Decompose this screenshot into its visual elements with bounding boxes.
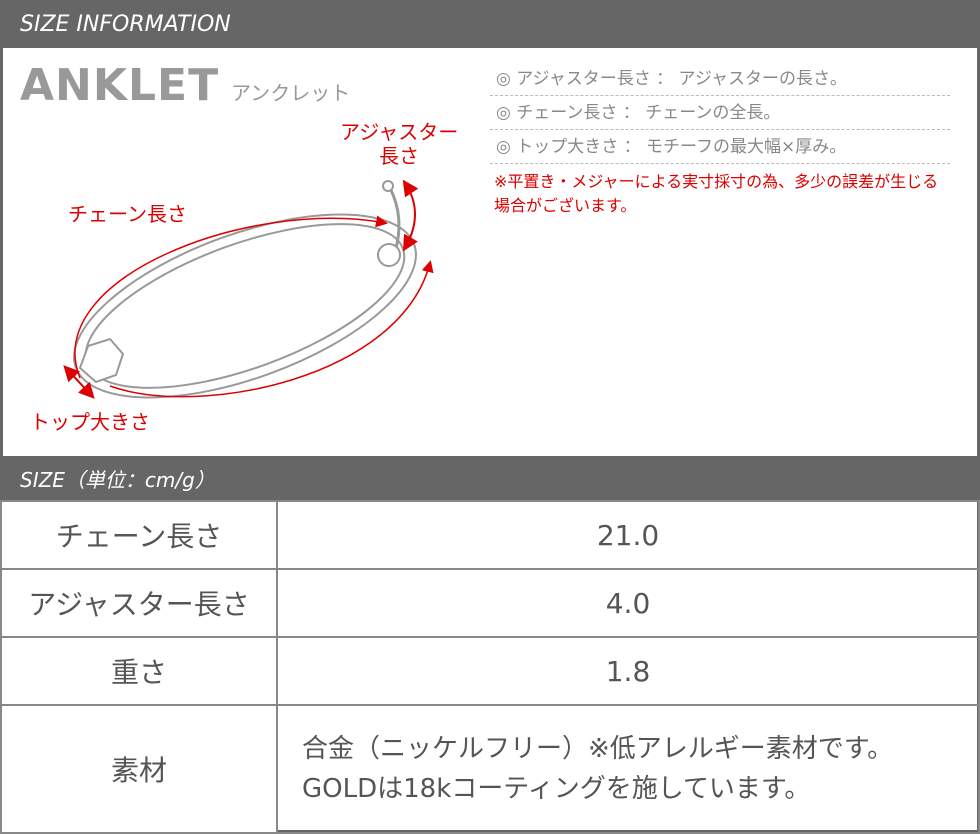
product-name-en: ANKLET [20, 60, 220, 111]
warning-text: ※平置き・メジャーによる実寸採寸の為、多少の誤差が生じる場合がございます。 [494, 172, 939, 215]
note-item: ◎ チェーン長さ ： チェーンの全長。 [490, 96, 950, 130]
note-item: ◎ トップ大きさ ： モチーフの最大幅×厚み。 [490, 130, 950, 164]
size-header: SIZE（単位：cm/g） [0, 456, 980, 500]
chain-arrow-2 [109, 260, 434, 398]
table-row: 素材 合金（ニッケルフリー）※低アレルギー素材です。 GOLDは18kコーティングを… [0, 704, 980, 834]
anklet-diagram [63, 179, 434, 399]
table-row: アジャスター長さ 4.0 [0, 568, 980, 638]
table-row: 重さ 1.8 [0, 636, 980, 706]
row-label: 素材 [0, 704, 278, 834]
clasp [377, 243, 401, 267]
notes-list: ◎ アジャスター長さ ： アジャスターの長さ。 ◎ チェーン長さ ： チェーンの… [490, 62, 950, 218]
table-row: チェーン長さ 21.0 [0, 500, 980, 570]
product-title: ANKLET アンクレット [20, 64, 350, 108]
top-arrow [63, 365, 95, 399]
chain-arrow [74, 215, 388, 379]
adjuster-label: アジャスター 長さ [340, 120, 459, 168]
row-value: 21.0 [276, 500, 980, 570]
row-value: 1.8 [276, 636, 980, 706]
product-name-jp: アンクレット [231, 81, 351, 105]
row-value: 合金（ニッケルフリー）※低アレルギー素材です。 GOLDは18kコーティングを施し… [276, 704, 980, 834]
chain-label: チェーン長さ [68, 202, 187, 226]
adjuster-arrow [402, 179, 419, 252]
note-item: ◎ アジャスター長さ ： アジャスターの長さ。 [490, 62, 950, 96]
adjuster-ring [382, 180, 394, 192]
top-label: トップ大きさ [30, 410, 150, 434]
row-label: 重さ [0, 636, 278, 706]
section-header: SIZE INFORMATION [0, 0, 980, 48]
size-table: チェーン長さ 21.0 アジャスター長さ 4.0 重さ 1.8 素材 合金（ニッケルフリ… [0, 500, 980, 834]
row-label: チェーン長さ [0, 500, 278, 570]
row-label: アジャスター長さ [0, 568, 278, 638]
row-value: 4.0 [276, 568, 980, 638]
